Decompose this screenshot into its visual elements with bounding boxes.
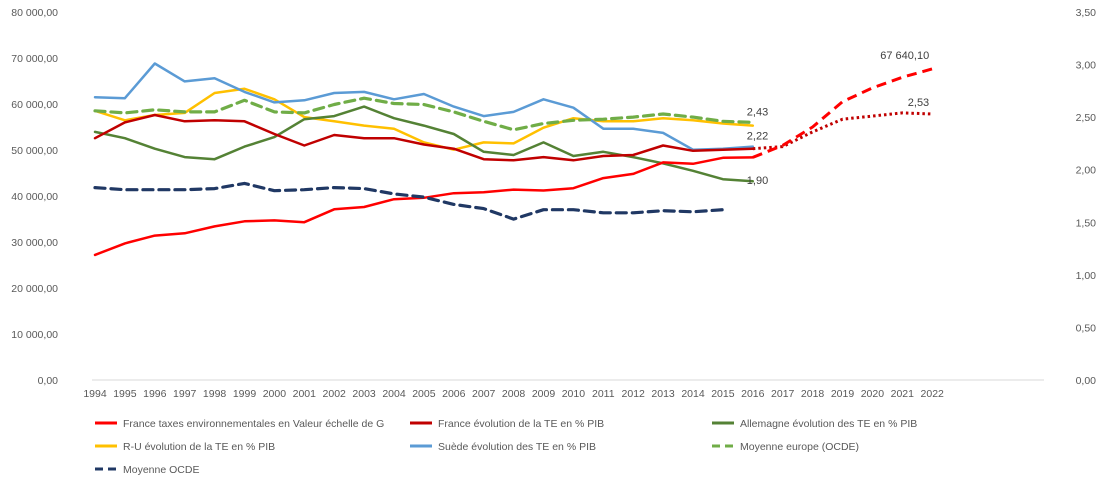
legend-label: Moyenne OCDE — [123, 464, 199, 476]
x-tick-label: 2005 — [412, 388, 436, 400]
x-tick-label: 2016 — [741, 388, 765, 400]
x-tick-label: 2004 — [382, 388, 406, 400]
data-label: 2,43 — [747, 107, 768, 119]
data-label: 67 640,10 — [880, 50, 929, 62]
y-right-tick-label: 1,50 — [1076, 217, 1097, 229]
legend-label: Moyenne europe (OCDE) — [740, 441, 859, 453]
y-left-tick-label: 80 000,00 — [11, 7, 58, 19]
x-tick-label: 2014 — [681, 388, 705, 400]
y-axis-right: 0,00 0,50 1,00 1,50 2,00 2,50 3,00 3,50 — [1076, 7, 1097, 387]
x-tick-label: 2011 — [592, 388, 615, 400]
y-right-tick-label: 1,00 — [1076, 270, 1097, 282]
legend-label: Suède évolution des TE en % PIB — [438, 441, 596, 453]
x-tick-label: 2015 — [711, 388, 735, 400]
legend: France taxes environnementales en Valeur… — [95, 418, 917, 476]
y-right-tick-label: 0,50 — [1076, 322, 1097, 334]
series-5-line — [93, 96, 755, 132]
x-tick-label: 2019 — [831, 388, 855, 400]
series-3-line — [93, 87, 755, 151]
y-left-tick-label: 30 000,00 — [11, 237, 58, 249]
y-axis-left: 0,00 10 000,00 20 000,00 30 000,00 40 000,00… — [11, 7, 58, 387]
data-label: 2,22 — [747, 131, 768, 143]
y-right-tick-label: 3,00 — [1076, 60, 1097, 72]
x-tick-label: 1999 — [233, 388, 257, 400]
x-tick-label: 2013 — [651, 388, 675, 400]
x-tick-label: 2000 — [263, 388, 287, 400]
x-tick-label: 2022 — [921, 388, 945, 400]
y-left-tick-label: 10 000,00 — [11, 329, 58, 341]
y-left-tick-label: 40 000,00 — [11, 191, 58, 203]
x-tick-label: 2012 — [622, 388, 646, 400]
series-0-forecast-line — [752, 67, 933, 159]
series-1-line — [93, 113, 755, 162]
y-left-tick-label: 60 000,00 — [11, 99, 58, 111]
x-tick-label: 2009 — [532, 388, 556, 400]
x-tick-label: 2017 — [771, 388, 795, 400]
y-right-tick-label: 0,00 — [1076, 375, 1097, 387]
y-right-tick-label: 3,50 — [1076, 7, 1097, 19]
data-label: 1,90 — [747, 175, 768, 187]
x-axis: 1994 1995 1996 1997 1998 1999 2000 2001 2002 2003… — [83, 379, 1044, 400]
series-layer — [93, 62, 933, 257]
series-4-line — [93, 62, 755, 151]
x-tick-label: 2006 — [442, 388, 466, 400]
x-tick-label: 1998 — [203, 388, 227, 400]
legend-label: France évolution de la TE en % PIB — [438, 418, 604, 430]
x-tick-label: 2003 — [352, 388, 376, 400]
x-tick-label: 1995 — [113, 388, 137, 400]
x-tick-label: 1994 — [83, 388, 107, 400]
x-tick-label: 2002 — [323, 388, 347, 400]
series-6-line — [93, 181, 725, 221]
legend-label: Allemagne évolution des TE en % PIB — [740, 418, 917, 430]
x-tick-label: 2020 — [861, 388, 885, 400]
legend-label: France taxes environnementales en Valeur… — [123, 418, 384, 430]
data-label: 2,53 — [908, 97, 929, 109]
x-tick-label: 1997 — [173, 388, 197, 400]
legend-label: R-U évolution de la TE en % PIB — [123, 441, 275, 453]
x-tick-label: 2007 — [472, 388, 496, 400]
y-left-tick-label: 20 000,00 — [11, 283, 58, 295]
x-tick-label: 2008 — [502, 388, 526, 400]
x-tick-label: 2010 — [562, 388, 586, 400]
y-left-tick-label: 0,00 — [38, 375, 59, 387]
x-tick-label: 1996 — [143, 388, 167, 400]
series-0-line — [93, 156, 755, 257]
y-right-tick-label: 2,00 — [1076, 165, 1097, 177]
y-left-tick-label: 70 000,00 — [11, 53, 58, 65]
y-left-tick-label: 50 000,00 — [11, 145, 58, 157]
x-tick-label: 2018 — [801, 388, 825, 400]
x-tick-label: 2001 — [293, 388, 317, 400]
series-2-line — [93, 105, 755, 183]
x-tick-label: 2021 — [891, 388, 915, 400]
y-right-tick-label: 2,50 — [1076, 112, 1097, 124]
annotation-layer: 2,43 2,22 1,90 67 640,10 2,53 — [747, 50, 929, 187]
series-1-forecast-line — [752, 111, 933, 151]
